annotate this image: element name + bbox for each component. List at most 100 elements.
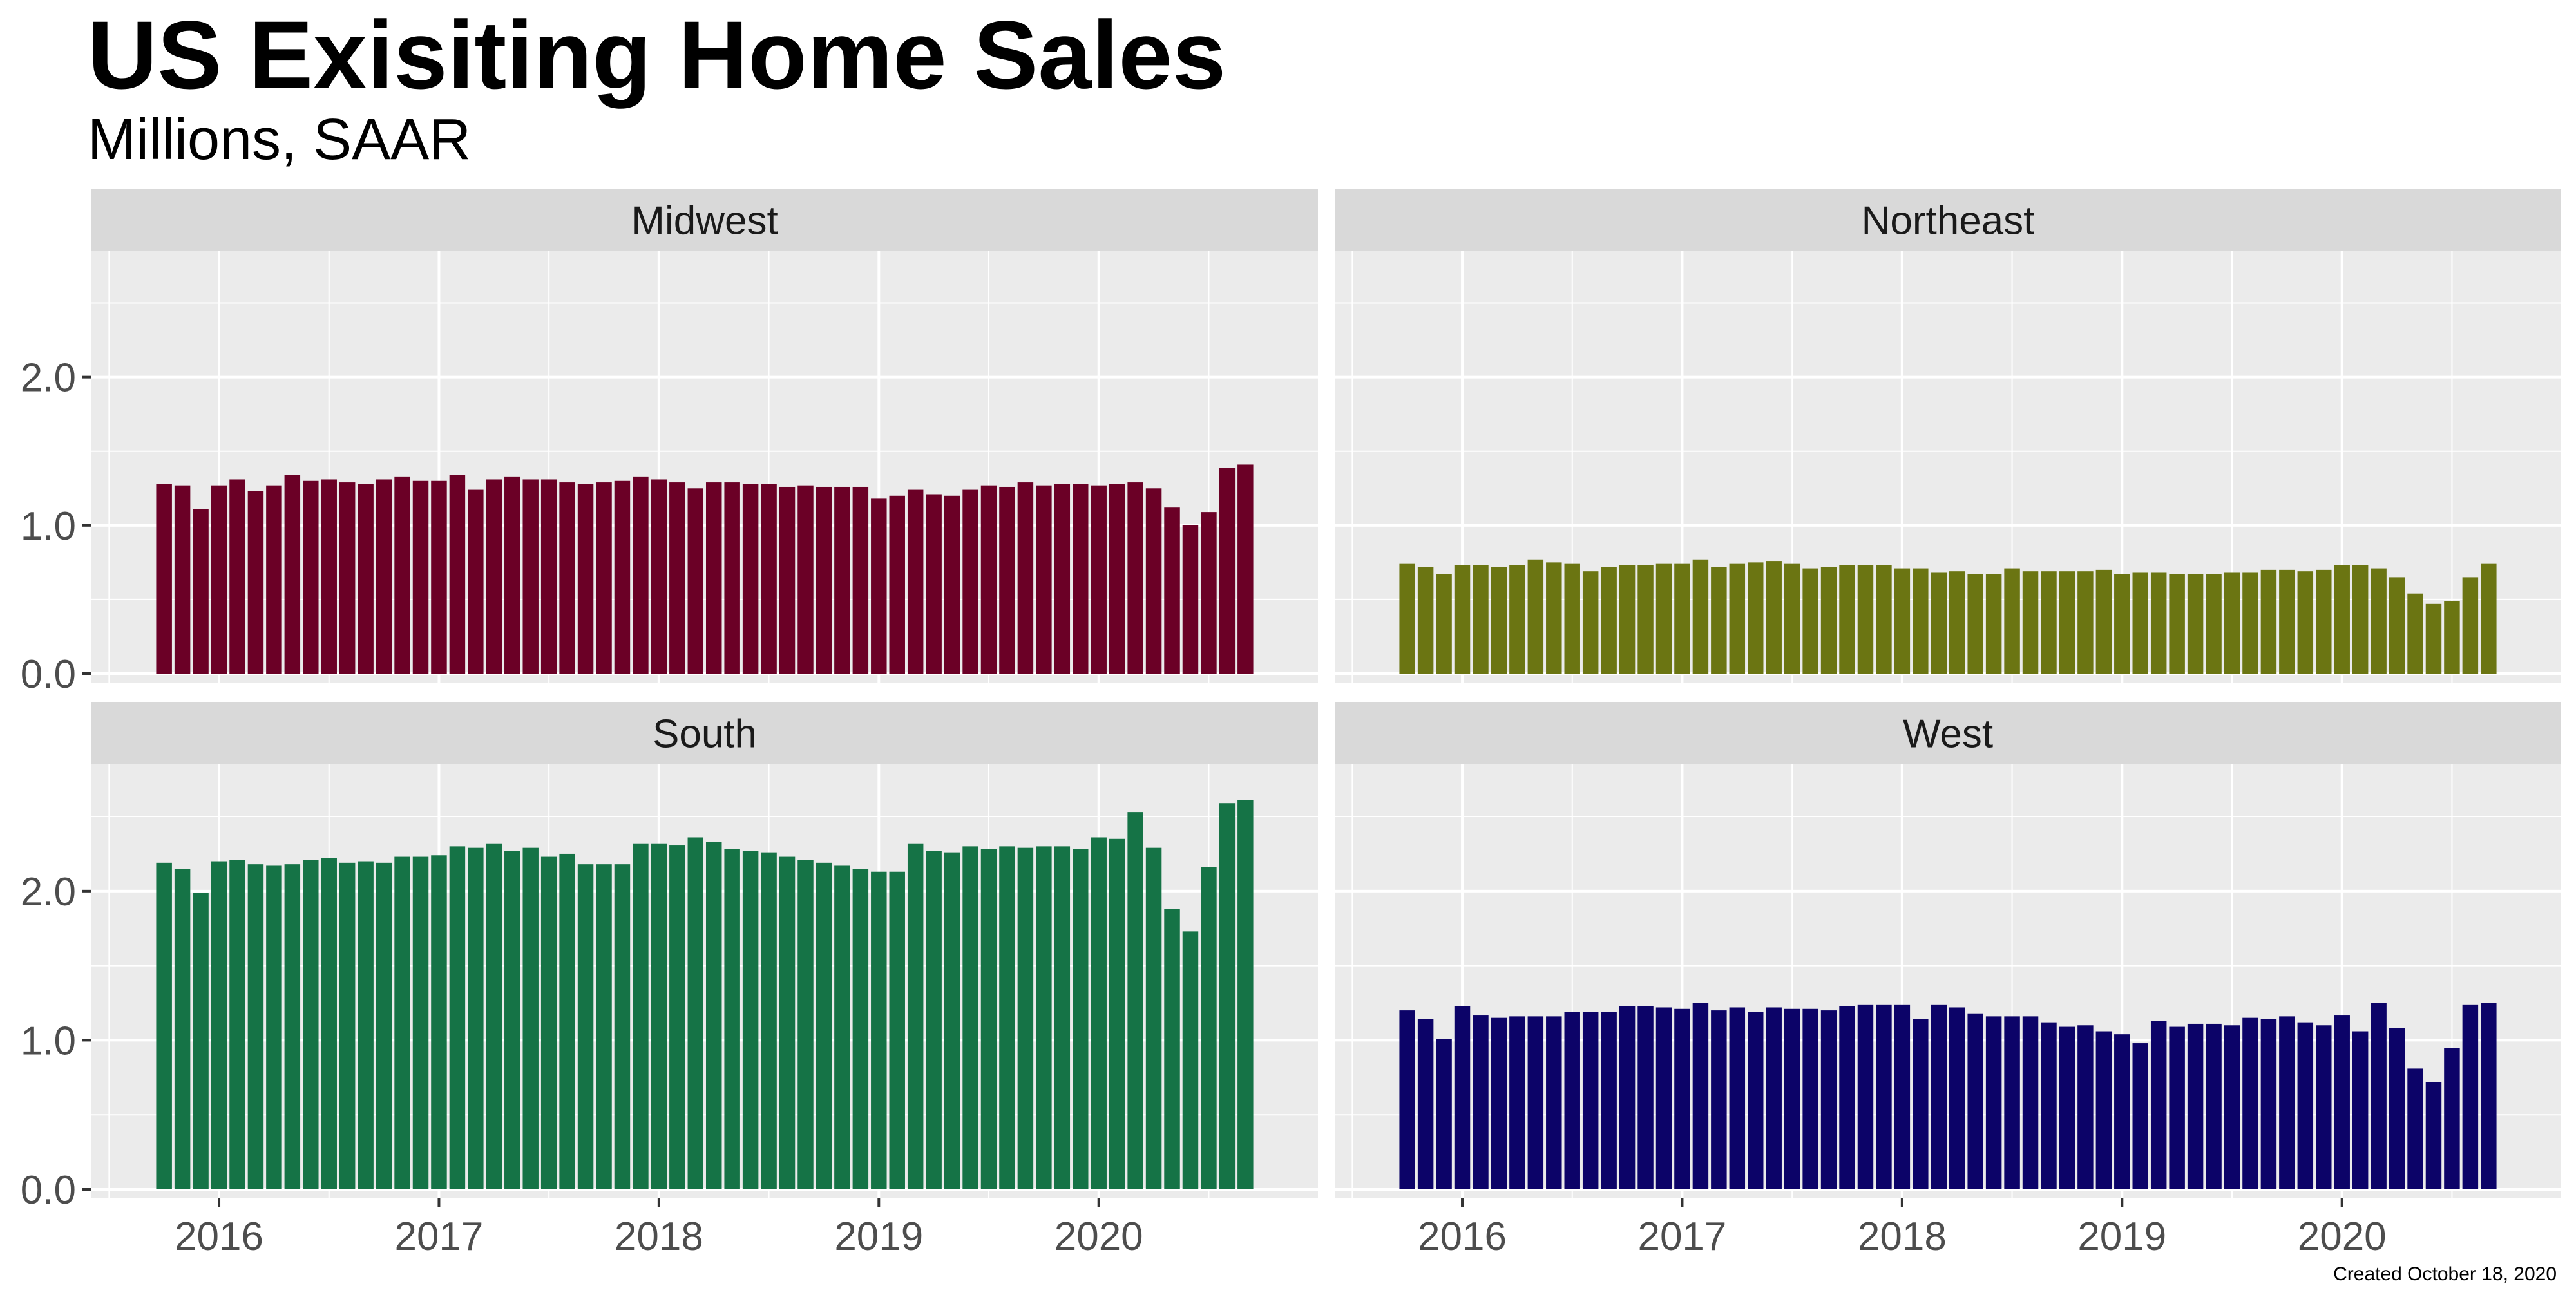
bar-south (174, 869, 191, 1189)
bar-northeast (1655, 563, 1672, 674)
bar-midwest (1091, 485, 1107, 674)
bar-west (2077, 1025, 2094, 1189)
bar-south (321, 858, 337, 1189)
bar-south (339, 862, 356, 1189)
bar-northeast (1967, 574, 1983, 674)
bar-northeast (1894, 568, 1911, 674)
bar-west (1985, 1016, 2002, 1189)
bar-midwest (376, 479, 392, 674)
bar-south (1109, 838, 1125, 1189)
bar-west (1454, 1006, 1471, 1189)
bar-south (1017, 847, 1034, 1189)
bar-west (1436, 1039, 1452, 1189)
bar-south (486, 843, 502, 1189)
bar-midwest (705, 482, 722, 674)
bar-midwest (724, 482, 740, 674)
bar-south (651, 843, 667, 1189)
bar-midwest (907, 489, 924, 674)
bar-midwest (1237, 464, 1254, 674)
bar-south (797, 860, 814, 1189)
bar-northeast (1931, 572, 1947, 674)
bar-south (1073, 849, 1089, 1189)
bar-south (193, 893, 209, 1189)
bar-midwest (1219, 468, 1236, 674)
bar-midwest (412, 480, 429, 674)
bar-midwest (962, 489, 978, 674)
bar-midwest (779, 486, 796, 674)
bar-midwest (468, 489, 484, 674)
bar-south (596, 864, 612, 1189)
bar-midwest (358, 484, 374, 674)
bar-west (2260, 1019, 2277, 1189)
bar-northeast (1436, 574, 1452, 674)
bar-west (1820, 1010, 1837, 1189)
bar-west (2334, 1015, 2350, 1189)
bar-west (1894, 1004, 1911, 1189)
x-tick-label: 2016 (175, 1214, 263, 1259)
facet-label-midwest: Midwest (631, 199, 778, 243)
facet-strip-midwest (91, 189, 1318, 251)
bar-midwest (687, 488, 704, 674)
bar-northeast (2260, 569, 2277, 674)
bar-midwest (596, 482, 612, 674)
bar-south (926, 851, 942, 1189)
bar-west (2389, 1028, 2405, 1189)
bar-south (907, 843, 924, 1189)
x-tick-label: 2018 (615, 1214, 703, 1259)
bar-northeast (1748, 562, 1764, 674)
bar-midwest (174, 485, 191, 674)
bar-south (1201, 867, 1217, 1189)
bar-west (1546, 1016, 1562, 1189)
bar-south (504, 851, 520, 1189)
bar-midwest (1201, 512, 1217, 674)
bar-west (1784, 1008, 1800, 1189)
bar-west (2206, 1023, 2222, 1189)
bar-south (980, 849, 997, 1189)
bar-northeast (2334, 565, 2350, 674)
bar-west (2150, 1021, 2167, 1189)
bar-northeast (1729, 563, 1746, 674)
bar-west (2444, 1048, 2460, 1189)
y-tick-label: 2.0 (21, 356, 76, 401)
bar-west (2132, 1043, 2148, 1189)
bar-northeast (1674, 563, 1690, 674)
bar-northeast (2371, 568, 2387, 674)
bar-northeast (2114, 574, 2130, 674)
bar-south (412, 856, 429, 1189)
bar-northeast (1491, 567, 1507, 674)
bar-midwest (834, 486, 850, 674)
chart-subtitle: Millions, SAAR (88, 108, 472, 172)
bar-midwest (193, 509, 209, 674)
bar-midwest (871, 498, 887, 674)
chart-caption: Created October 18, 2020 (2333, 1263, 2557, 1285)
bar-west (2242, 1017, 2258, 1189)
x-tick-label: 2020 (1054, 1214, 1143, 1259)
bar-west (1399, 1010, 1415, 1189)
bar-northeast (1509, 565, 1525, 674)
bar-south (1091, 837, 1107, 1189)
bar-south (394, 856, 410, 1189)
bar-south (211, 861, 227, 1189)
x-tick-label: 2020 (2298, 1214, 2387, 1259)
bar-northeast (2279, 569, 2295, 674)
bar-midwest (852, 486, 869, 674)
bar-northeast (1692, 559, 1709, 674)
bar-midwest (431, 480, 447, 674)
bar-south (779, 856, 796, 1189)
facet-label-northeast: Northeast (1862, 199, 2035, 243)
bar-northeast (1949, 571, 1965, 674)
bar-west (2481, 1003, 2497, 1189)
bar-midwest (980, 485, 997, 674)
bar-midwest (1182, 525, 1199, 674)
bar-northeast (1839, 565, 1855, 674)
bar-south (247, 864, 264, 1189)
bar-midwest (522, 479, 539, 674)
facet-label-south: South (653, 712, 757, 757)
bar-west (1601, 1012, 1617, 1189)
bar-west (2425, 1082, 2442, 1189)
bar-west (1913, 1019, 1929, 1189)
bar-northeast (1546, 562, 1562, 674)
bar-northeast (1582, 571, 1599, 674)
bar-northeast (2077, 571, 2094, 674)
bar-south (559, 853, 575, 1189)
